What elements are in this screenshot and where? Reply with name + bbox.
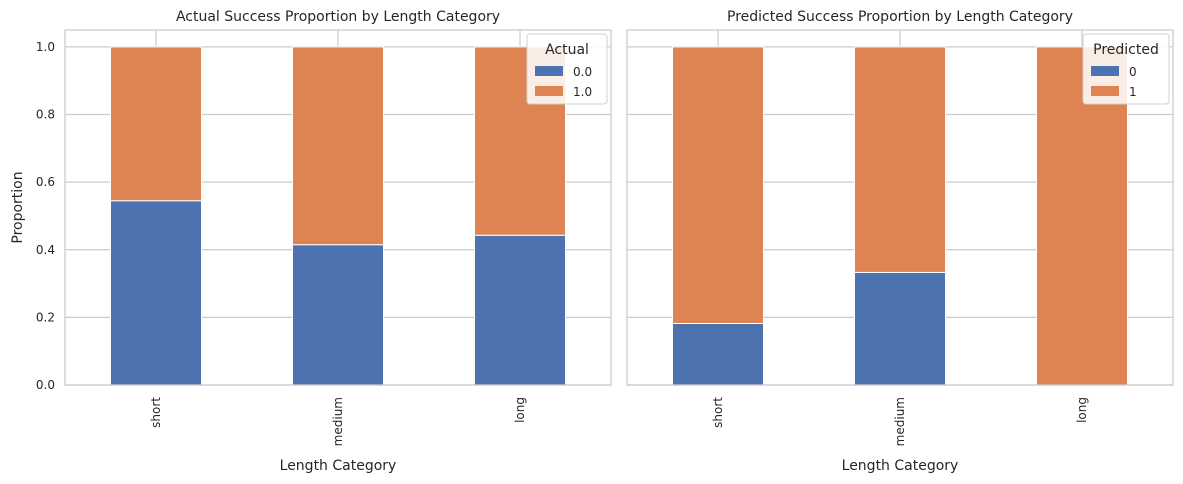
x-axis-label: Length Category (280, 458, 397, 474)
legend-swatch-1-0 (535, 86, 563, 96)
legend-label-1: 1 (1129, 85, 1137, 99)
x-tick-label-long: long (1075, 397, 1089, 423)
y-axis-label: Proportion (10, 171, 26, 243)
y-tick-label: 0.6 (36, 175, 55, 189)
chart-title: Predicted Success Proportion by Length C… (727, 9, 1073, 25)
bar-medium-series-1-0 (292, 46, 384, 246)
x-tick-label-short: short (711, 397, 725, 428)
y-tick-label: 0.4 (36, 243, 55, 257)
x-tick-label-medium: medium (331, 397, 345, 446)
plot-frame (626, 29, 1174, 386)
chart-panel-1: Actual Success Proportion by Length Cate… (10, 9, 612, 474)
y-tick-label: 0.8 (36, 108, 55, 122)
legend-title: Predicted (1093, 42, 1159, 58)
chart-title: Actual Success Proportion by Length Cate… (176, 9, 500, 25)
bar-short-series-0-0 (110, 200, 202, 386)
x-tick-label-medium: medium (893, 397, 907, 446)
bar-short-series-1 (672, 46, 764, 324)
y-tick-label: 0.0 (36, 378, 55, 392)
y-tick-label: 0.2 (36, 310, 55, 324)
legend-title: Actual (545, 42, 589, 58)
bar-medium-series-1 (854, 46, 946, 273)
legend-swatch-0 (1091, 66, 1119, 76)
legend: Actual 0.0 1.0 (526, 33, 608, 105)
plot-frame (64, 29, 612, 386)
legend: Predicted 0 1 (1082, 33, 1170, 105)
legend-label-1-0: 1.0 (573, 85, 592, 99)
bar-long-series-0-0 (474, 234, 566, 386)
bar-short-series-0 (672, 322, 764, 386)
y-tick-label: 1.0 (36, 40, 55, 54)
bar-medium-series-0-0 (292, 244, 384, 386)
legend-swatch-1 (1091, 86, 1119, 96)
legend-label-0-0: 0.0 (573, 65, 592, 79)
x-tick-label-short: short (149, 397, 163, 428)
chart-panel-2: Predicted Success Proportion by Length C… (626, 9, 1174, 474)
legend-label-0: 0 (1129, 65, 1137, 79)
bar-medium-series-0 (854, 271, 946, 386)
x-tick-label-long: long (513, 397, 527, 423)
legend-swatch-0-0 (535, 66, 563, 76)
x-axis-label: Length Category (842, 458, 959, 474)
bar-short-series-1-0 (110, 46, 202, 202)
